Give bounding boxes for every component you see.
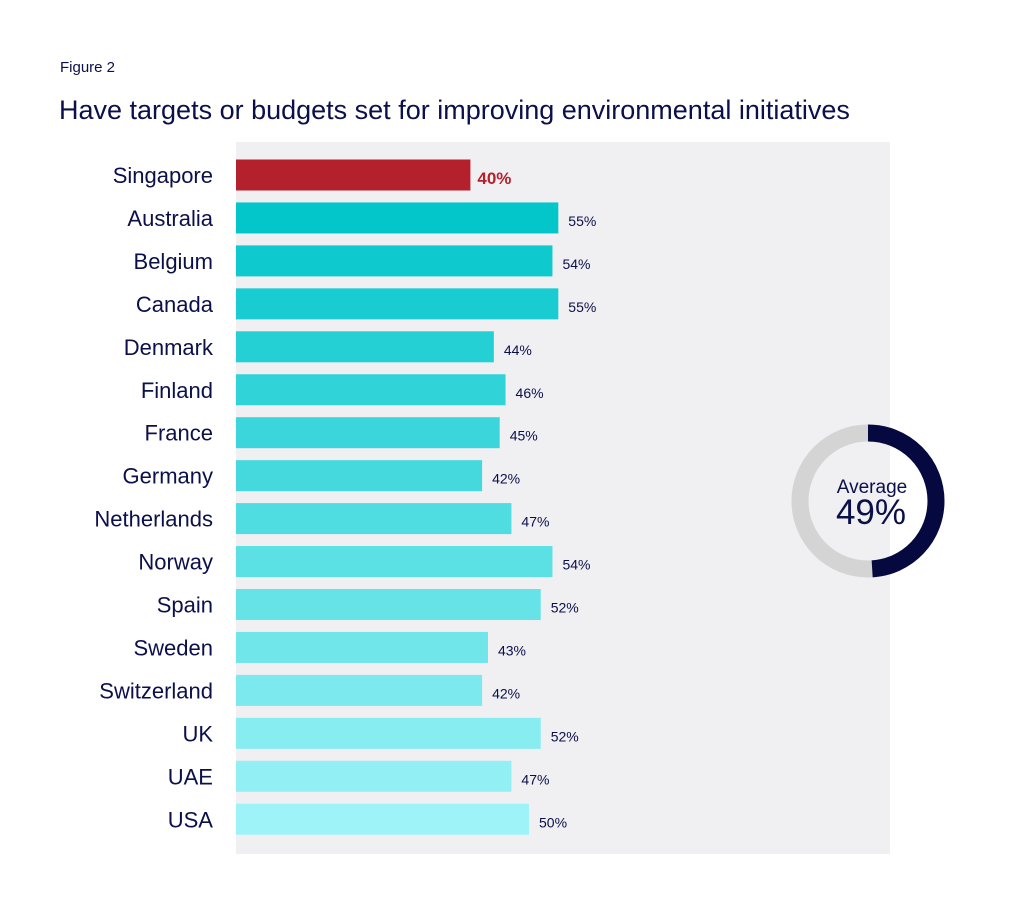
category-label: Netherlands (94, 507, 213, 532)
category-label: Germany (123, 464, 213, 489)
bar (236, 674, 483, 706)
value-label: 40% (477, 169, 511, 188)
value-label: 45% (510, 428, 538, 444)
bar (236, 159, 471, 191)
bar (236, 374, 506, 406)
value-label: 54% (562, 256, 590, 272)
category-label: Finland (141, 378, 213, 403)
category-label: Belgium (134, 249, 213, 274)
category-label: Switzerland (99, 678, 213, 703)
figure-label: Figure 2 (60, 59, 116, 76)
bar (236, 460, 483, 492)
value-label: 43% (498, 642, 526, 658)
bar (236, 803, 529, 835)
value-label: 55% (568, 299, 596, 315)
category-label: Canada (136, 292, 214, 317)
category-label: Australia (127, 206, 213, 231)
value-label: 54% (562, 557, 590, 573)
bar (236, 288, 559, 320)
category-label: France (145, 421, 213, 446)
bar (236, 717, 541, 749)
category-label: Sweden (133, 635, 213, 660)
category-label: Spain (157, 593, 213, 618)
bar (236, 503, 512, 535)
value-label: 52% (551, 600, 579, 616)
bar (236, 546, 553, 578)
average-label: Average (837, 477, 907, 498)
bar (236, 589, 541, 620)
value-label: 47% (521, 771, 549, 787)
category-label: UK (182, 721, 213, 746)
bar (236, 202, 559, 234)
bar (236, 245, 553, 277)
category-label: UAE (168, 764, 213, 789)
value-label: 55% (568, 213, 596, 229)
bar (236, 631, 488, 663)
value-label: 46% (516, 385, 544, 401)
bar (236, 417, 500, 449)
category-label: Singapore (113, 163, 213, 188)
chart-title: Have targets or budgets set for improvin… (59, 95, 850, 125)
value-label: 52% (551, 728, 579, 744)
donut-value-arc (791, 424, 945, 578)
value-label: 42% (492, 685, 520, 701)
value-label: 44% (504, 342, 532, 358)
category-label: Norway (138, 550, 213, 575)
bar (236, 331, 494, 363)
average-value: 49% (836, 493, 906, 532)
value-label: 50% (539, 814, 567, 830)
value-label: 42% (492, 471, 520, 487)
bar (236, 760, 512, 792)
value-label: 47% (521, 514, 549, 530)
category-label: USA (168, 807, 214, 832)
category-label: Denmark (124, 335, 214, 360)
